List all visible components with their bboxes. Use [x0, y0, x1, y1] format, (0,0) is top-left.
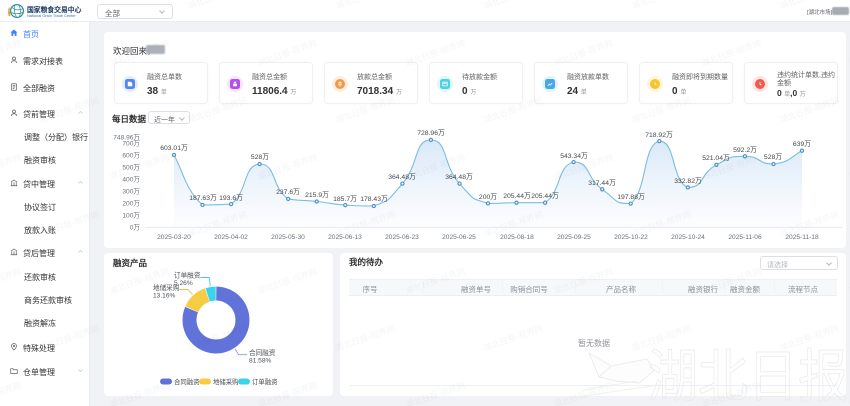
svg-text:0万: 0万	[130, 224, 141, 232]
svg-text:543.34万: 543.34万	[560, 152, 588, 160]
svg-text:2025-10-24: 2025-10-24	[671, 234, 705, 241]
svg-text:718.92万: 718.92万	[645, 131, 673, 139]
svg-text:185.7万: 185.7万	[333, 195, 357, 203]
svg-text:700万: 700万	[122, 140, 140, 148]
svg-text:197.88万: 197.88万	[617, 193, 645, 201]
svg-text:528万: 528万	[764, 153, 782, 161]
svg-text:合同融资: 合同融资	[174, 377, 200, 386]
svg-text:748.96万: 748.96万	[113, 134, 140, 142]
svg-text:332.82万: 332.82万	[674, 177, 702, 185]
svg-text:215.9万: 215.9万	[305, 191, 329, 199]
svg-text:2025-03-20: 2025-03-20	[157, 234, 191, 241]
svg-text:639万: 639万	[793, 140, 811, 148]
svg-text:2025-06-13: 2025-06-13	[328, 234, 362, 241]
svg-text:178.43万: 178.43万	[360, 195, 388, 203]
svg-text:237.6万: 237.6万	[276, 188, 300, 196]
svg-text:订单融资: 订单融资	[252, 377, 278, 386]
svg-text:364.48万: 364.48万	[388, 173, 416, 181]
svg-text:592.2万: 592.2万	[733, 146, 757, 154]
svg-text:2025-11-06: 2025-11-06	[728, 234, 762, 241]
svg-text:317.44万: 317.44万	[588, 179, 616, 187]
svg-text:200万: 200万	[122, 200, 140, 208]
svg-text:500万: 500万	[122, 164, 140, 172]
svg-text:13.16%: 13.16%	[153, 293, 176, 300]
svg-text:603.01万: 603.01万	[160, 144, 188, 152]
svg-text:2025-11-18: 2025-11-18	[785, 234, 819, 241]
svg-text:600万: 600万	[122, 152, 140, 160]
svg-text:364.48万: 364.48万	[445, 173, 473, 181]
svg-text:193.6万: 193.6万	[219, 194, 243, 202]
svg-text:400万: 400万	[122, 176, 140, 184]
svg-text:5.26%: 5.26%	[174, 280, 193, 287]
svg-text:2025-04-02: 2025-04-02	[214, 234, 248, 241]
svg-text:合同融资: 合同融资	[249, 348, 276, 357]
svg-text:2025-10-22: 2025-10-22	[614, 234, 648, 241]
svg-text:2025-06-23: 2025-06-23	[385, 234, 419, 241]
svg-text:订单融资: 订单融资	[174, 271, 201, 280]
svg-text:528万: 528万	[251, 153, 269, 161]
svg-text:300万: 300万	[122, 188, 140, 196]
svg-text:205.44万: 205.44万	[531, 192, 559, 200]
svg-text:2025-05-30: 2025-05-30	[271, 234, 305, 241]
svg-text:100万: 100万	[122, 212, 140, 220]
svg-text:2025-09-25: 2025-09-25	[557, 234, 591, 241]
svg-text:2025-08-18: 2025-08-18	[500, 234, 534, 241]
svg-text:521.04万: 521.04万	[702, 154, 730, 162]
svg-text:728.96万: 728.96万	[417, 129, 445, 137]
svg-text:205.44万: 205.44万	[503, 192, 531, 200]
svg-text:2025-06-25: 2025-06-25	[442, 234, 476, 241]
svg-text:200万: 200万	[479, 193, 497, 201]
svg-text:187.63万: 187.63万	[189, 194, 217, 202]
svg-text:地储采购: 地储采购	[213, 377, 239, 386]
svg-text:81.58%: 81.58%	[249, 358, 272, 365]
svg-text:地储采购: 地储采购	[153, 283, 180, 292]
